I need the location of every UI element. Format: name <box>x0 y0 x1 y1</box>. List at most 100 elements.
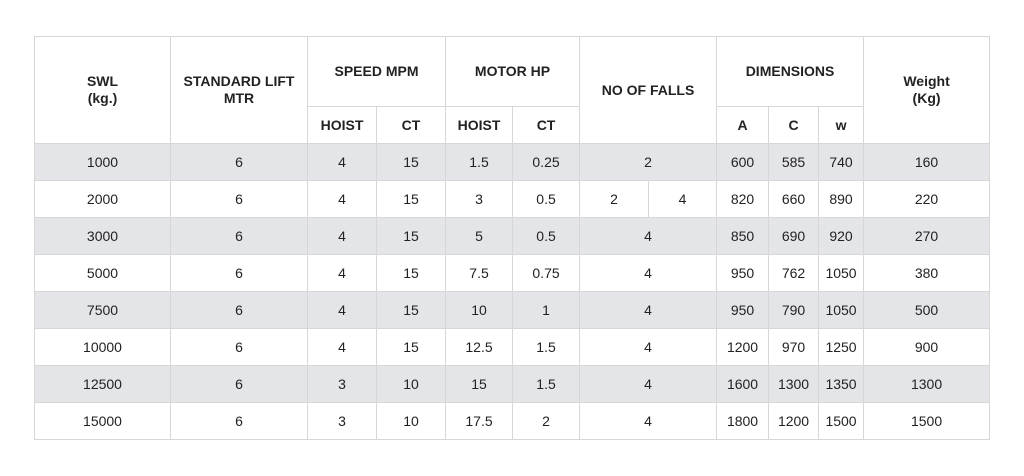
table-row: 7500 6 4 15 10 1 4 950 790 1050 500 <box>34 291 991 329</box>
cell-swl: 12500 <box>34 365 171 403</box>
cell-weight: 1300 <box>863 365 991 403</box>
cell-dim-a: 600 <box>716 143 770 181</box>
cell-speed-ct: 15 <box>375 328 447 366</box>
cell-falls: 4 <box>579 254 718 292</box>
cell-speed-hoist: 4 <box>307 291 377 329</box>
cell-speed-hoist: 3 <box>307 402 377 440</box>
table-row: 5000 6 4 15 7.5 0.75 4 950 762 1050 380 <box>34 254 991 292</box>
cell-dim-c: 970 <box>768 328 820 366</box>
table-row: 2000 6 4 15 3 0.5 2 4 820 660 890 220 <box>34 180 991 218</box>
table-row: 15000 6 3 10 17.5 2 4 1800 1200 1500 150… <box>34 402 991 440</box>
cell-motor-hoist: 7.5 <box>445 254 514 292</box>
cell-speed-hoist: 4 <box>307 328 377 366</box>
cell-motor-hoist: 12.5 <box>445 328 514 366</box>
cell-falls-2: 4 <box>648 180 718 218</box>
cell-speed-ct: 15 <box>375 291 447 329</box>
cell-falls: 2 <box>579 143 718 181</box>
cell-speed-hoist: 4 <box>307 254 377 292</box>
subheader-speed-ct: CT <box>375 106 447 144</box>
cell-motor-ct: 0.5 <box>512 217 581 255</box>
cell-weight: 1500 <box>863 402 991 440</box>
header-weight: Weight (Kg) <box>863 36 991 144</box>
header-motor: MOTOR HP <box>445 36 581 107</box>
cell-motor-hoist: 10 <box>445 291 514 329</box>
cell-falls: 4 <box>579 291 718 329</box>
cell-dim-w: 1250 <box>818 328 865 366</box>
table-row: 1000 6 4 15 1.5 0.25 2 600 585 740 160 <box>34 143 991 181</box>
cell-motor-hoist: 17.5 <box>445 402 514 440</box>
subheader-motor-ct: CT <box>512 106 581 144</box>
cell-motor-hoist: 15 <box>445 365 514 403</box>
cell-weight: 270 <box>863 217 991 255</box>
cell-dim-w: 1050 <box>818 291 865 329</box>
subheader-speed-hoist: HOIST <box>307 106 377 144</box>
cell-swl: 2000 <box>34 180 171 218</box>
cell-speed-ct: 15 <box>375 143 447 181</box>
cell-motor-ct: 1.5 <box>512 328 581 366</box>
cell-motor-hoist: 3 <box>445 180 514 218</box>
subheader-motor-hoist: HOIST <box>445 106 514 144</box>
cell-dim-c: 762 <box>768 254 820 292</box>
header-speed: SPEED MPM <box>306 36 447 107</box>
table-row: 10000 6 4 15 12.5 1.5 4 1200 970 1250 90… <box>34 328 991 366</box>
subheader-dim-c: C <box>768 106 820 144</box>
cell-lift: 6 <box>170 402 308 440</box>
subheader-row: HOIST CT HOIST CT A C w <box>35 106 990 144</box>
cell-falls: 4 <box>579 217 718 255</box>
cell-dim-w: 740 <box>818 143 865 181</box>
cell-falls: 4 <box>579 402 718 440</box>
cell-dim-a: 850 <box>716 217 770 255</box>
cell-motor-ct: 1.5 <box>512 365 581 403</box>
cell-speed-hoist: 4 <box>307 217 377 255</box>
cell-weight: 500 <box>863 291 991 329</box>
cell-dim-a: 1200 <box>716 328 770 366</box>
cell-weight: 900 <box>863 328 991 366</box>
header-row: SWL (kg.) STANDARD LIFT MTR SPEED MPM MOTO… <box>34 36 991 144</box>
cell-dim-a: 1600 <box>716 365 770 403</box>
cell-dim-c: 1300 <box>768 365 820 403</box>
cell-lift: 6 <box>170 217 308 255</box>
cell-speed-ct: 15 <box>375 217 447 255</box>
cell-dim-w: 1350 <box>818 365 865 403</box>
cell-falls-1: 2 <box>579 180 650 218</box>
cell-speed-hoist: 4 <box>307 143 377 181</box>
cell-speed-hoist: 4 <box>307 180 377 218</box>
cell-dim-a: 950 <box>716 291 770 329</box>
cell-motor-hoist: 5 <box>445 217 514 255</box>
cell-dim-c: 585 <box>768 143 820 181</box>
cell-dim-c: 1200 <box>768 402 820 440</box>
cell-swl: 3000 <box>34 217 171 255</box>
header-standard-lift: STANDARD LIFT MTR <box>170 36 308 144</box>
cell-lift: 6 <box>170 180 308 218</box>
cell-motor-ct: 0.5 <box>512 180 581 218</box>
cell-motor-ct: 2 <box>512 402 581 440</box>
cell-motor-ct: 1 <box>512 291 581 329</box>
cell-swl: 5000 <box>34 254 171 292</box>
cell-speed-ct: 10 <box>375 402 447 440</box>
cell-motor-ct: 0.25 <box>512 143 581 181</box>
cell-speed-ct: 15 <box>375 180 447 218</box>
header-dimensions: DIMENSIONS <box>716 36 865 107</box>
cell-lift: 6 <box>170 143 308 181</box>
cell-speed-ct: 15 <box>375 254 447 292</box>
cell-swl: 10000 <box>34 328 171 366</box>
cell-swl: 1000 <box>34 143 171 181</box>
cell-motor-ct: 0.75 <box>512 254 581 292</box>
cell-dim-w: 1050 <box>818 254 865 292</box>
cell-speed-ct: 10 <box>375 365 447 403</box>
cell-lift: 6 <box>170 254 308 292</box>
cell-dim-a: 820 <box>716 180 770 218</box>
header-falls: NO OF FALLS <box>579 36 718 144</box>
subheader-dim-w: w <box>818 106 865 144</box>
cell-dim-w: 890 <box>818 180 865 218</box>
cell-dim-c: 660 <box>768 180 820 218</box>
cell-dim-w: 1500 <box>818 402 865 440</box>
cell-weight: 220 <box>863 180 991 218</box>
cell-swl: 7500 <box>34 291 171 329</box>
cell-speed-hoist: 3 <box>307 365 377 403</box>
cell-lift: 6 <box>170 365 308 403</box>
cell-lift: 6 <box>170 291 308 329</box>
header-swl: SWL (kg.) <box>34 36 171 144</box>
subheader-dim-a: A <box>716 106 770 144</box>
cell-falls: 4 <box>579 328 718 366</box>
